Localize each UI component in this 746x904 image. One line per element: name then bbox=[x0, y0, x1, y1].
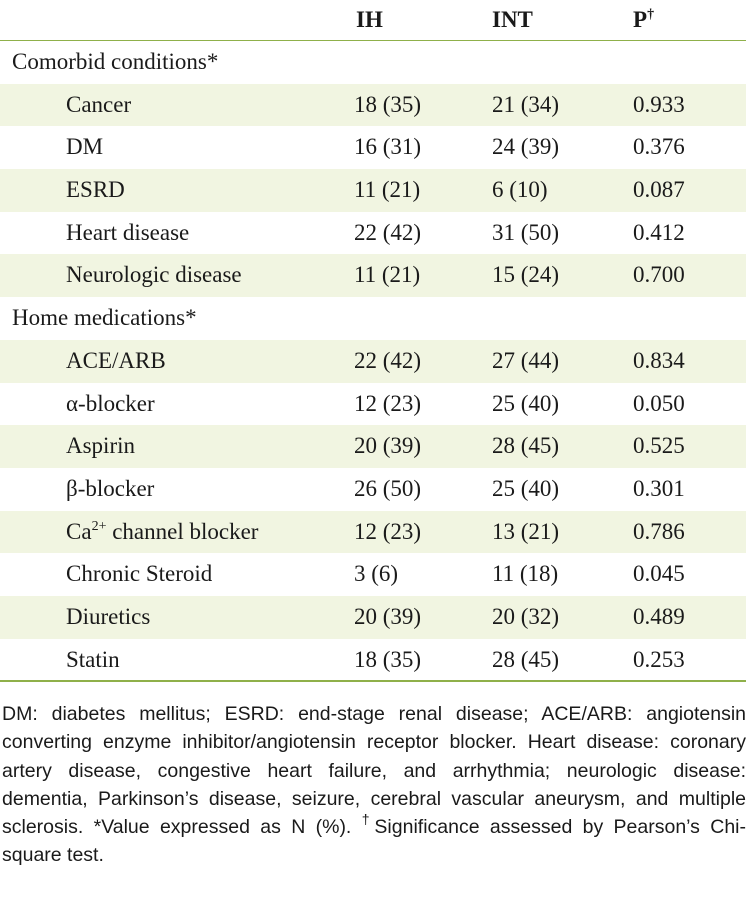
ih-value: 20 (39) bbox=[354, 603, 422, 629]
row-label-rest: channel blocker bbox=[106, 518, 259, 544]
ih-value: 18 (35) bbox=[354, 91, 422, 117]
header-p-dagger: † bbox=[647, 7, 655, 22]
row-label: Cancer bbox=[66, 91, 132, 117]
row-label: DM bbox=[66, 134, 104, 160]
data-table: IH INT P† Comorbid conditions* Cancer 18… bbox=[0, 0, 746, 682]
ih-value: 12 (23) bbox=[354, 518, 422, 544]
section-label: Comorbid conditions* bbox=[12, 49, 219, 74]
p-value: 0.376 bbox=[633, 134, 685, 160]
header-ih: IH bbox=[356, 7, 383, 32]
footnote-dagger: † bbox=[361, 811, 375, 828]
header-p-label: P bbox=[633, 7, 648, 32]
table-row: α-blocker 12 (23) 25 (40) 0.050 bbox=[0, 383, 746, 426]
table-row: Ca2+ channel blocker 12 (23) 13 (21) 0.7… bbox=[0, 510, 746, 554]
table-row: Chronic Steroid 3 (6) 11 (18) 0.045 bbox=[0, 553, 746, 596]
p-value: 0.786 bbox=[633, 518, 685, 544]
p-value: 0.045 bbox=[633, 561, 685, 587]
section-label: Home medications* bbox=[12, 305, 197, 331]
section-row-home-medications: Home medications* bbox=[0, 297, 746, 340]
header-p: P† bbox=[633, 0, 654, 40]
row-label: Ca2+ channel blocker bbox=[66, 511, 258, 554]
int-value: 25 (40) bbox=[492, 475, 560, 501]
p-value: 0.253 bbox=[633, 646, 685, 672]
footnote-text-significance: Significance assessed by Pearson’s Chi-s… bbox=[2, 816, 746, 867]
int-value: 28 (45) bbox=[492, 646, 560, 672]
p-value: 0.087 bbox=[633, 177, 685, 203]
header-int: INT bbox=[492, 7, 533, 32]
table-row: ACE/ARB 22 (42) 27 (44) 0.834 bbox=[0, 339, 746, 383]
row-label: Heart disease bbox=[66, 219, 190, 245]
row-label: Neurologic disease bbox=[66, 262, 242, 288]
row-label: ACE/ARB bbox=[66, 347, 166, 373]
p-value: 0.834 bbox=[633, 347, 685, 373]
ih-value: 12 (23) bbox=[354, 390, 422, 416]
ih-value: 11 (21) bbox=[354, 177, 421, 203]
ih-value: 22 (42) bbox=[354, 219, 422, 245]
int-value: 11 (18) bbox=[492, 561, 559, 587]
row-label: α-blocker bbox=[66, 390, 155, 416]
table-row: Statin 18 (35) 28 (45) 0.253 bbox=[0, 639, 746, 682]
p-value: 0.700 bbox=[633, 262, 685, 288]
footnote-text: DM: diabetes mellitus; ESRD: end-stage r… bbox=[2, 703, 746, 839]
ih-value: 26 (50) bbox=[354, 475, 422, 501]
table-row: DM 16 (31) 24 (39) 0.376 bbox=[0, 126, 746, 169]
ih-value: 16 (31) bbox=[354, 134, 422, 160]
section-row-comorbid: Comorbid conditions* bbox=[0, 41, 746, 84]
ih-value: 20 (39) bbox=[354, 433, 422, 459]
table-header: IH INT P† bbox=[0, 0, 746, 41]
row-label-superscript: 2+ bbox=[91, 518, 107, 534]
int-value: 20 (32) bbox=[492, 603, 560, 629]
table-row: ESRD 11 (21) 6 (10) 0.087 bbox=[0, 169, 746, 212]
int-value: 13 (21) bbox=[492, 518, 560, 544]
row-label: ESRD bbox=[66, 177, 125, 203]
table-row: Neurologic disease 11 (21) 15 (24) 0.700 bbox=[0, 254, 746, 298]
int-value: 28 (45) bbox=[492, 433, 560, 459]
int-value: 6 (10) bbox=[492, 177, 548, 203]
row-label: Diuretics bbox=[66, 603, 151, 629]
int-value: 15 (24) bbox=[492, 262, 560, 288]
ih-value: 18 (35) bbox=[354, 646, 422, 672]
table-row: Cancer 18 (35) 21 (34) 0.933 bbox=[0, 83, 746, 127]
p-value: 0.525 bbox=[633, 433, 685, 459]
int-value: 25 (40) bbox=[492, 390, 560, 416]
p-value: 0.050 bbox=[633, 390, 685, 416]
table-bottom-rule bbox=[0, 680, 746, 682]
ih-value: 11 (21) bbox=[354, 262, 421, 288]
table-footnote: DM: diabetes mellitus; ESRD: end-stage r… bbox=[2, 700, 746, 870]
row-label: Chronic Steroid bbox=[66, 561, 213, 587]
row-label: β-blocker bbox=[66, 475, 155, 501]
table-row: Diuretics 20 (39) 20 (32) 0.489 bbox=[0, 595, 746, 639]
row-label-main: Ca bbox=[66, 518, 92, 544]
row-label: Statin bbox=[66, 646, 120, 672]
int-value: 24 (39) bbox=[492, 134, 560, 160]
int-value: 21 (34) bbox=[492, 91, 560, 117]
p-value: 0.412 bbox=[633, 219, 685, 245]
int-value: 27 (44) bbox=[492, 347, 560, 373]
int-value: 31 (50) bbox=[492, 219, 560, 245]
ih-value: 3 (6) bbox=[354, 561, 399, 587]
table-row: Heart disease 22 (42) 31 (50) 0.412 bbox=[0, 212, 746, 255]
p-value: 0.301 bbox=[633, 475, 685, 501]
ih-value: 22 (42) bbox=[354, 347, 422, 373]
row-label: Aspirin bbox=[66, 433, 135, 459]
table-row: Aspirin 20 (39) 28 (45) 0.525 bbox=[0, 425, 746, 468]
table-row: β-blocker 26 (50) 25 (40) 0.301 bbox=[0, 468, 746, 511]
p-value: 0.933 bbox=[633, 91, 685, 117]
p-value: 0.489 bbox=[633, 603, 685, 629]
